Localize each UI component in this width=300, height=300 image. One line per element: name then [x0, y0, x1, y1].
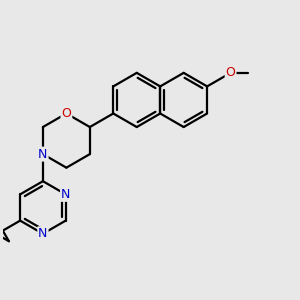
- Text: O: O: [61, 107, 71, 120]
- Text: N: N: [38, 148, 48, 160]
- Text: N: N: [38, 227, 48, 240]
- Text: N: N: [61, 188, 70, 201]
- Text: O: O: [226, 66, 236, 80]
